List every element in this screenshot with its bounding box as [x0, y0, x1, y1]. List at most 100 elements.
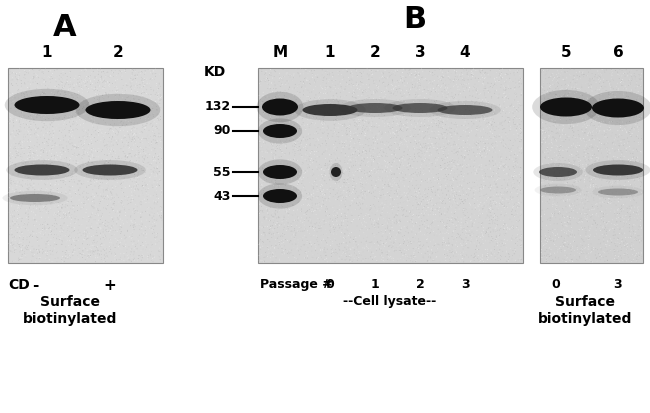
- Point: [617, 127, 627, 134]
- Point: [466, 185, 476, 191]
- Point: [70, 187, 81, 193]
- Point: [360, 188, 370, 195]
- Point: [540, 183, 550, 190]
- Point: [315, 246, 326, 252]
- Point: [64, 129, 75, 135]
- Point: [494, 147, 504, 154]
- Point: [14, 85, 25, 91]
- Point: [103, 114, 114, 121]
- Point: [326, 227, 336, 234]
- Point: [149, 88, 159, 95]
- Point: [348, 104, 359, 111]
- Point: [602, 226, 612, 233]
- Point: [358, 86, 368, 93]
- Point: [634, 224, 644, 230]
- Point: [362, 150, 372, 157]
- Point: [363, 211, 374, 218]
- Point: [480, 74, 490, 81]
- Point: [432, 206, 443, 213]
- Point: [516, 137, 526, 143]
- Point: [483, 237, 493, 244]
- Point: [48, 143, 58, 150]
- Point: [262, 244, 272, 251]
- Point: [292, 185, 302, 192]
- Point: [151, 191, 162, 197]
- Point: [415, 191, 426, 197]
- Point: [400, 197, 411, 203]
- Point: [258, 197, 268, 203]
- Point: [460, 188, 471, 195]
- Point: [120, 165, 131, 171]
- Point: [380, 181, 390, 188]
- Point: [450, 198, 461, 205]
- Point: [419, 208, 429, 214]
- Point: [333, 116, 343, 123]
- Point: [488, 241, 499, 247]
- Point: [516, 209, 526, 215]
- Point: [382, 159, 393, 166]
- Point: [279, 216, 289, 223]
- Point: [281, 129, 292, 136]
- Point: [98, 109, 108, 115]
- Point: [611, 83, 621, 90]
- Point: [396, 200, 407, 207]
- Point: [101, 159, 112, 166]
- Point: [29, 230, 39, 237]
- Point: [133, 206, 143, 213]
- Point: [463, 245, 474, 252]
- Point: [274, 93, 285, 100]
- Point: [94, 202, 105, 209]
- Point: [308, 185, 318, 191]
- Point: [348, 176, 358, 183]
- Point: [357, 185, 367, 191]
- Point: [456, 144, 467, 150]
- Point: [404, 178, 415, 185]
- Point: [268, 142, 278, 149]
- Point: [295, 94, 306, 101]
- Point: [40, 89, 50, 96]
- Point: [350, 104, 360, 110]
- Point: [342, 222, 352, 228]
- Point: [495, 240, 506, 246]
- Point: [339, 113, 350, 119]
- Point: [266, 140, 276, 146]
- Point: [136, 209, 146, 216]
- Point: [354, 102, 364, 109]
- Point: [501, 76, 512, 83]
- Point: [426, 93, 436, 100]
- Point: [144, 159, 154, 166]
- Point: [260, 232, 270, 238]
- Point: [621, 95, 631, 101]
- Point: [615, 142, 625, 149]
- Point: [98, 154, 109, 161]
- Point: [333, 160, 343, 166]
- Point: [288, 228, 298, 235]
- Point: [452, 205, 463, 211]
- Point: [540, 188, 551, 195]
- Point: [20, 125, 30, 131]
- Point: [602, 96, 612, 102]
- Point: [543, 149, 553, 155]
- Point: [142, 193, 152, 200]
- Point: [352, 74, 363, 80]
- Point: [322, 68, 333, 74]
- Point: [387, 168, 397, 175]
- Point: [257, 144, 267, 150]
- Point: [392, 193, 402, 200]
- Point: [301, 66, 311, 73]
- Point: [107, 88, 118, 94]
- Point: [420, 116, 430, 123]
- Point: [112, 179, 122, 186]
- Point: [428, 127, 438, 133]
- Point: [81, 160, 91, 166]
- Point: [276, 83, 286, 90]
- Point: [13, 169, 23, 176]
- Point: [120, 69, 131, 75]
- Point: [88, 113, 98, 120]
- Point: [15, 233, 25, 240]
- Point: [9, 197, 20, 204]
- Point: [32, 236, 42, 243]
- Point: [590, 133, 601, 139]
- Point: [379, 124, 389, 131]
- Point: [51, 115, 61, 121]
